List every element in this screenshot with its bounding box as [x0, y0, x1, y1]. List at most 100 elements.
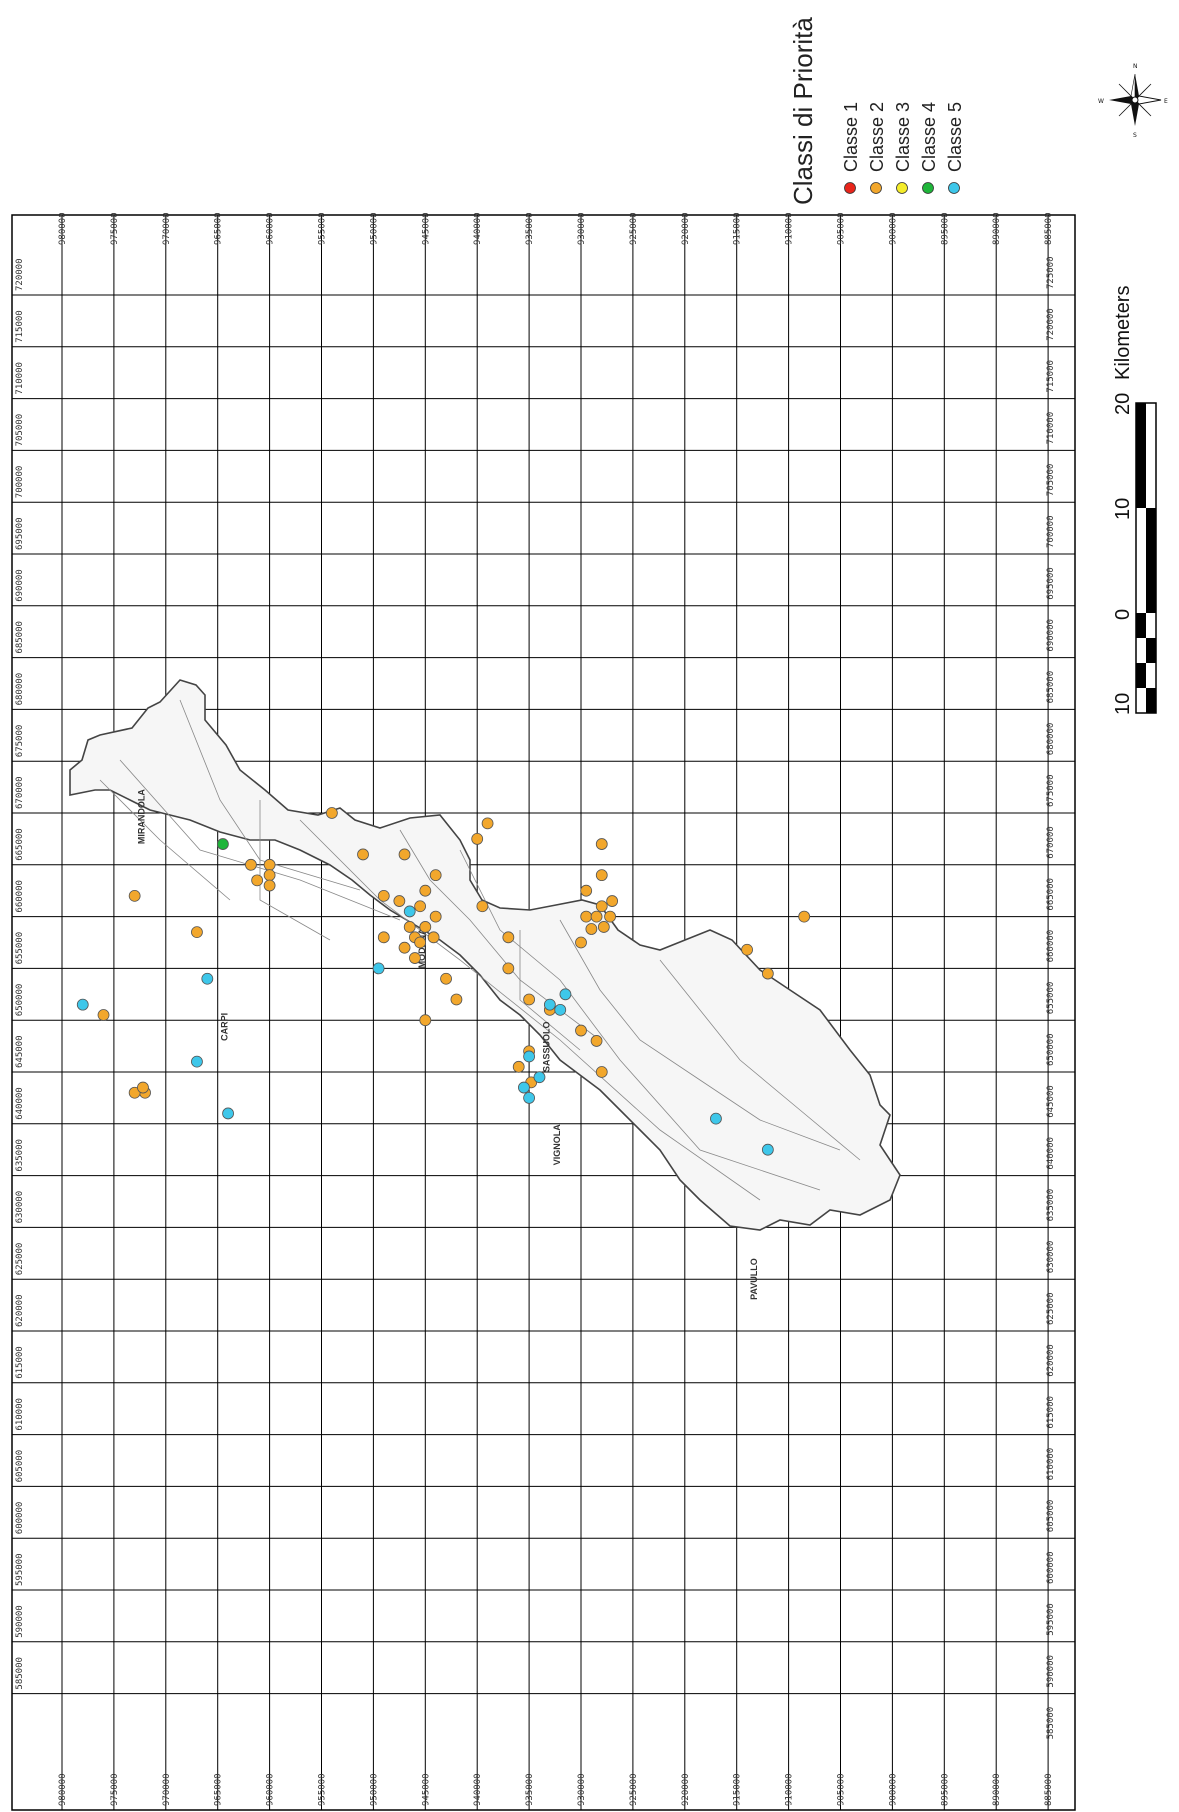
priority-sites — [76, 807, 811, 1156]
site-marker-classe-2[interactable] — [580, 884, 593, 897]
site-marker-classe-2[interactable] — [741, 943, 753, 956]
site-marker-classe-5[interactable] — [201, 972, 214, 985]
site-marker-classe-2[interactable] — [502, 962, 515, 975]
site-marker-classe-2[interactable] — [502, 931, 515, 944]
town-label: MODENA — [417, 928, 427, 968]
site-marker-classe-5[interactable] — [710, 1112, 722, 1125]
site-marker-classe-2[interactable] — [325, 807, 338, 819]
site-marker-classe-2[interactable] — [419, 1014, 432, 1027]
site-marker-classe-2[interactable] — [429, 869, 442, 882]
site-marker-classe-2[interactable] — [137, 1081, 149, 1094]
site-marker-classe-2[interactable] — [798, 910, 811, 923]
site-marker-classe-2[interactable] — [590, 910, 603, 923]
site-marker-classe-2[interactable] — [580, 910, 593, 923]
grid-label-left: 590000 — [15, 1605, 25, 1638]
legend-label: Classe 5 — [945, 102, 965, 172]
grid-label-bottom: 955000 — [318, 1773, 328, 1806]
site-marker-classe-2[interactable] — [263, 869, 276, 882]
site-marker-classe-2[interactable] — [414, 900, 427, 913]
site-marker-classe-5[interactable] — [222, 1107, 234, 1120]
site-marker-classe-2[interactable] — [595, 1066, 608, 1078]
site-marker-classe-2[interactable] — [575, 936, 587, 949]
grid-label-right: 695000 — [1046, 567, 1056, 600]
grid-label-top: 895000 — [940, 212, 950, 245]
grid-label-left: 600000 — [15, 1502, 25, 1535]
site-marker-classe-2[interactable] — [398, 848, 411, 861]
site-marker-classe-2[interactable] — [523, 993, 535, 1006]
legend-swatch — [922, 182, 934, 194]
site-marker-classe-5[interactable] — [761, 1143, 774, 1156]
site-marker-classe-5[interactable] — [523, 1092, 535, 1104]
site-marker-classe-2[interactable] — [595, 869, 608, 882]
site-marker-classe-5[interactable] — [191, 1055, 203, 1068]
site-marker-classe-5[interactable] — [523, 1050, 535, 1063]
site-marker-classe-5[interactable] — [554, 1003, 567, 1016]
town-label: VIGNOLA — [552, 1124, 562, 1166]
site-marker-classe-2[interactable] — [409, 952, 421, 964]
grid-label-right: 675000 — [1046, 774, 1056, 807]
site-marker-classe-2[interactable] — [450, 993, 463, 1006]
site-marker-classe-2[interactable] — [419, 921, 432, 933]
grid-label-right: 665000 — [1046, 878, 1056, 911]
site-marker-classe-2[interactable] — [263, 879, 276, 892]
town-labels: MODENA CARPI MIRANDOLA SASSUOLO VIGNOLA PAVUL… — [137, 789, 759, 1300]
grid-label-left: 645000 — [15, 1035, 25, 1068]
grid-label-right: 645000 — [1046, 1085, 1056, 1118]
scale-label-10-left: 10 — [1112, 693, 1134, 715]
site-marker-classe-2[interactable] — [128, 889, 141, 902]
legend-swatch — [870, 182, 882, 194]
site-marker-classe-2[interactable] — [440, 972, 452, 985]
grid-label-left: 625000 — [15, 1243, 25, 1276]
site-marker-classe-2[interactable] — [245, 858, 257, 871]
site-marker-classe-2[interactable] — [427, 931, 440, 944]
scale-label-20: 20 — [1112, 393, 1134, 415]
site-marker-classe-2[interactable] — [761, 967, 774, 980]
site-marker-classe-5[interactable] — [76, 998, 89, 1011]
site-marker-classe-2[interactable] — [393, 895, 406, 907]
grid-label-left: 680000 — [15, 673, 25, 706]
site-marker-classe-2[interactable] — [191, 926, 203, 939]
site-marker-classe-2[interactable] — [585, 923, 598, 935]
site-marker-classe-2[interactable] — [377, 889, 390, 902]
site-marker-classe-2[interactable] — [419, 884, 432, 897]
site-marker-classe-2[interactable] — [597, 921, 610, 933]
grid-label-right: 690000 — [1046, 619, 1056, 652]
grid-label-left: 615000 — [15, 1346, 25, 1379]
site-marker-classe-2[interactable] — [604, 910, 616, 923]
site-marker-classe-2[interactable] — [97, 1009, 110, 1021]
grid-label-right: 640000 — [1046, 1137, 1056, 1170]
site-marker-classe-2[interactable] — [512, 1060, 525, 1073]
grid-label-left: 695000 — [15, 517, 25, 550]
site-marker-classe-2[interactable] — [606, 895, 619, 907]
site-marker-classe-2[interactable] — [414, 936, 427, 949]
site-marker-classe-2[interactable] — [471, 833, 484, 845]
site-marker-classe-2[interactable] — [476, 900, 489, 913]
site-marker-classe-2[interactable] — [403, 921, 416, 933]
site-marker-classe-5[interactable] — [372, 962, 385, 975]
site-marker-classe-5[interactable] — [559, 988, 572, 1001]
site-marker-classe-2[interactable] — [377, 931, 390, 944]
site-marker-classe-2[interactable] — [595, 900, 608, 913]
site-marker-classe-2[interactable] — [575, 1024, 587, 1037]
site-marker-classe-2[interactable] — [251, 874, 264, 887]
grid-label-right: 725000 — [1046, 256, 1056, 289]
grid-label-bottom: 925000 — [629, 1773, 639, 1806]
site-marker-classe-5[interactable] — [403, 905, 416, 918]
site-marker-classe-4[interactable] — [216, 838, 229, 850]
grid-label-left: 595000 — [15, 1553, 25, 1586]
site-marker-classe-5[interactable] — [533, 1071, 546, 1084]
site-marker-classe-5[interactable] — [543, 998, 556, 1011]
site-marker-classe-2[interactable] — [398, 941, 411, 954]
site-marker-classe-2[interactable] — [263, 858, 276, 871]
legend: Classi di Priorità Classe 1 Classe 2 Class… — [788, 17, 965, 205]
grid-label-top: 930000 — [577, 212, 587, 245]
site-marker-classe-2[interactable] — [590, 1035, 603, 1047]
site-marker-classe-2[interactable] — [595, 838, 608, 850]
grid-label-left: 715000 — [15, 310, 25, 343]
grid-label-right: 630000 — [1046, 1241, 1056, 1274]
site-marker-classe-2[interactable] — [481, 817, 494, 830]
site-marker-classe-2[interactable] — [429, 910, 442, 923]
grid-label-left: 655000 — [15, 932, 25, 965]
site-marker-classe-5[interactable] — [518, 1081, 530, 1094]
site-marker-classe-2[interactable] — [357, 848, 369, 861]
